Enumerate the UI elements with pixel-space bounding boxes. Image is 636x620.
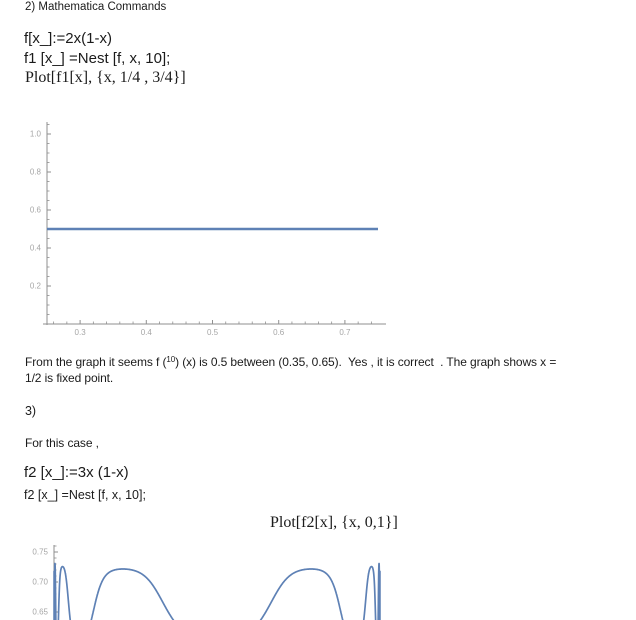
y-tick-label: 0.4 (30, 244, 42, 253)
y-tick-label: 0.6 (30, 206, 42, 215)
y-tick-label: 0.2 (30, 282, 42, 291)
plot-f1-figure: 0.3 0.4 0.5 0.6 0.7 0.2 0.4 0.6 0.8 1.0 (30, 122, 386, 337)
x-tick-label: 0.7 (339, 328, 351, 337)
code-f2-nest: f2 [x_] =Nest [f, x, 10]; (24, 488, 146, 502)
f2-curve (53, 562, 381, 620)
code-f2-definition: f2 [x_]:=3x (1-x) (24, 464, 129, 481)
conclusion-line1: From the graph it seems f (10) (x) is 0.… (25, 355, 556, 369)
y-tick-label: 0.8 (30, 168, 42, 177)
conclusion-text-post: ) (x) is 0.5 between (0.35, 0.65). Yes ,… (175, 355, 557, 369)
conclusion-text-pre: From the graph it seems f ( (25, 355, 167, 369)
y-tick-label: 1.0 (30, 130, 42, 139)
superscript-10: 10 (166, 355, 176, 364)
case-intro-text: For this case , (25, 436, 99, 450)
x-tick-label: 0.5 (207, 328, 219, 337)
y-tick-label: 0.70 (32, 578, 48, 587)
section-heading: 2) Mathematica Commands (25, 1, 167, 13)
conclusion-line2: 1/2 is fixed point. (25, 371, 114, 385)
code-f1-nest: f1 [x_] =Nest [f, x, 10]; (24, 50, 171, 67)
x-tick-label: 0.6 (273, 328, 285, 337)
code-plot-f2: Plot[f2[x], {x, 0,1}] (270, 514, 398, 531)
y-tick-label: 0.75 (32, 548, 48, 557)
code-plot-f1: Plot[f1[x], {x, 1/4 , 3/4}] (25, 69, 186, 86)
plot-f2-figure: 0.65 0.70 0.75 (32, 545, 381, 620)
x-tick-label: 0.4 (141, 328, 153, 337)
code-f-definition: f[x_]:=2x(1-x) (24, 30, 112, 47)
section-3-label: 3) (25, 404, 36, 418)
x-tick-label: 0.3 (75, 328, 87, 337)
y-tick-label: 0.65 (32, 608, 48, 617)
